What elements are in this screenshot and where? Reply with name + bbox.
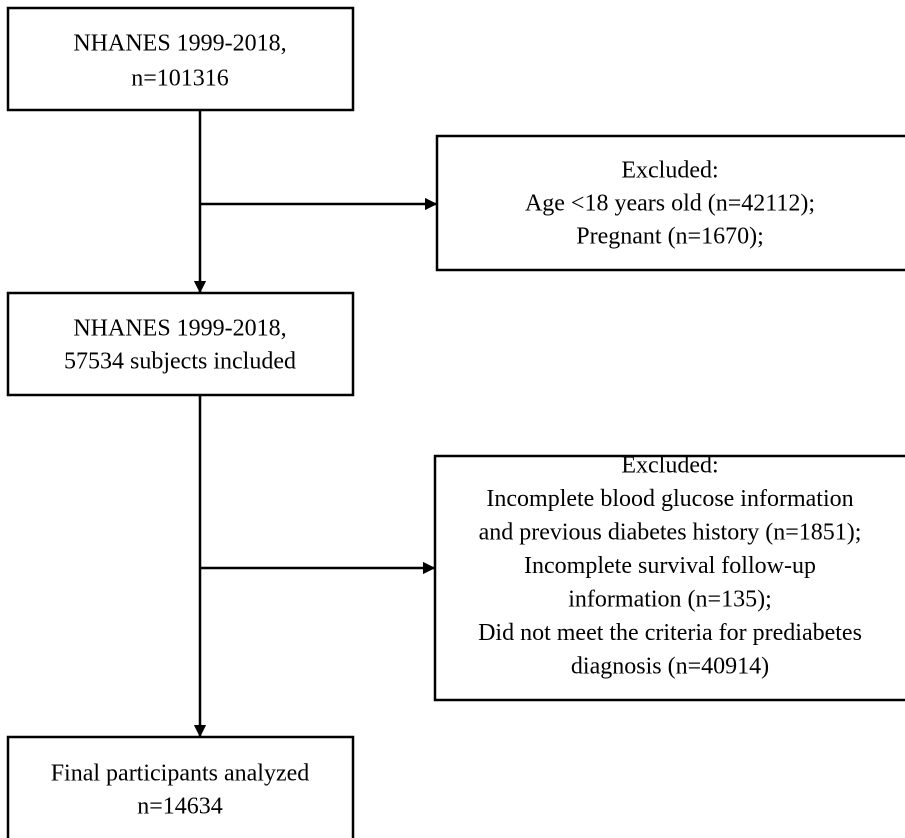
box xyxy=(435,134,905,272)
box-text: NHANES 1999-2018, xyxy=(73,31,286,57)
box xyxy=(6,6,355,112)
box-text: Incomplete survival follow-up xyxy=(524,553,816,579)
box-text: information (n=135); xyxy=(568,587,772,613)
box-text: Pregnant (n=1670); xyxy=(576,224,764,250)
box xyxy=(6,291,355,397)
box-text: Final participants analyzed xyxy=(51,761,310,787)
box-text: diagnosis (n=40914) xyxy=(571,654,769,680)
box-text: Excluded: xyxy=(621,158,718,184)
box-text: 57534 subjects included xyxy=(64,349,296,375)
box-text: Age <18 years old (n=42112); xyxy=(525,191,815,217)
box-text: n=101316 xyxy=(131,66,229,92)
box-text: and previous diabetes history (n=1851); xyxy=(479,520,862,546)
box xyxy=(6,735,355,838)
box-text: Incomplete blood glucose information xyxy=(486,486,853,512)
box-text: Excluded: xyxy=(621,453,718,479)
box-text: Did not meet the criteria for prediabete… xyxy=(478,620,862,646)
box-text: n=14634 xyxy=(137,794,223,820)
box xyxy=(433,454,905,702)
box-text: NHANES 1999-2018, xyxy=(73,316,286,342)
